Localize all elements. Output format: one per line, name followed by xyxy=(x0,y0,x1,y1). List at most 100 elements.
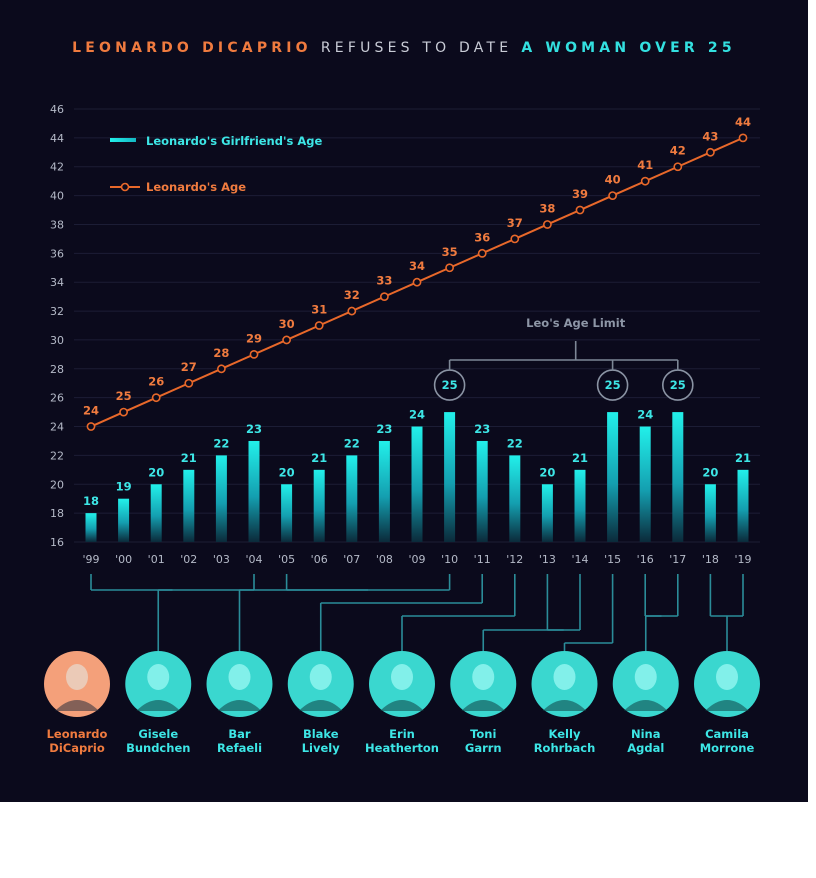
x-tick-label: '11 xyxy=(474,553,491,566)
bar xyxy=(737,469,749,542)
bar xyxy=(607,412,619,542)
x-tick-label: '10 xyxy=(441,553,458,566)
leo-age-point xyxy=(477,248,487,258)
person-name-line: Leonardo xyxy=(47,727,108,741)
bar-value-label: 20 xyxy=(702,465,718,479)
y-tick-label: 34 xyxy=(50,276,64,289)
y-tick-label: 44 xyxy=(50,132,64,145)
leo-age-point xyxy=(510,234,520,244)
age-chart: 16 18 20 22 24 26 28 30 32 34 36 38 40 42 44 46 Leonard… xyxy=(44,103,760,755)
bar-value-label: 22 xyxy=(213,436,229,450)
bars-series: 18 19 20 21 22 23 20 21 22 23 24 25 23 22 20 21 25 24 25 20… xyxy=(83,369,751,542)
person-name-line: Bar xyxy=(228,727,251,741)
bar xyxy=(313,469,325,542)
leo-age-label: 27 xyxy=(181,360,197,374)
bar xyxy=(704,484,716,542)
avatar-shoulders xyxy=(542,700,587,711)
avatar-shoulders xyxy=(55,700,99,711)
leo-age-label: 26 xyxy=(148,375,164,389)
avatar-face xyxy=(716,664,738,690)
bar xyxy=(509,455,521,542)
person-name-line: Lively xyxy=(302,741,341,755)
bar xyxy=(248,440,260,542)
leo-age-label: 28 xyxy=(213,346,229,360)
age-limit-annotation: Leo's Age Limit xyxy=(448,316,679,371)
y-tick-label: 42 xyxy=(50,161,64,174)
title-part-gray: REFUSES TO DATE xyxy=(320,40,513,56)
leo-age-label: 30 xyxy=(279,317,295,331)
age-limit-label: Leo's Age Limit xyxy=(526,316,626,330)
leo-age-point xyxy=(412,277,422,287)
x-tick-label: '03 xyxy=(213,553,230,566)
avatar-shoulders xyxy=(217,700,262,711)
leo-age-label: 33 xyxy=(376,274,392,288)
bar xyxy=(639,426,651,542)
person-name-line: Camila xyxy=(705,727,749,741)
y-tick-label: 28 xyxy=(50,363,64,376)
x-tick-label: '16 xyxy=(637,553,654,566)
legend-line-label: Leonardo's Age xyxy=(146,180,246,194)
x-tick-label: '09 xyxy=(408,553,425,566)
x-tick-label: '15 xyxy=(604,553,621,566)
bar-value-label: 20 xyxy=(539,465,555,479)
leo-age-label: 31 xyxy=(311,303,327,317)
y-tick-label: 36 xyxy=(50,247,64,260)
y-tick-label: 30 xyxy=(50,334,64,347)
leo-age-label: 35 xyxy=(442,245,458,259)
leo-age-label: 41 xyxy=(637,158,653,172)
person-name-line: Nina xyxy=(631,727,661,741)
leo-age-point xyxy=(379,292,389,302)
y-tick-label: 24 xyxy=(50,421,64,434)
leo-age-point xyxy=(738,133,748,143)
avatar-face xyxy=(472,664,495,690)
leo-age-label: 34 xyxy=(409,259,425,273)
avatar-face xyxy=(309,664,332,690)
leo-age-point xyxy=(119,407,128,417)
person-name-line: Gisele xyxy=(138,727,178,741)
avatar-face xyxy=(391,664,413,690)
y-tick-label: 22 xyxy=(50,449,64,462)
leo-age-point xyxy=(184,378,194,388)
bar xyxy=(150,484,162,542)
leo-age-point xyxy=(314,321,324,330)
x-tick-label: '17 xyxy=(669,553,686,566)
avatar-shoulders xyxy=(136,700,181,711)
x-tick-label: '18 xyxy=(702,553,719,566)
leo-age-label: 32 xyxy=(344,288,360,302)
leo-age-point xyxy=(608,191,617,200)
leo-age-label: 25 xyxy=(116,389,132,403)
x-tick-label: '06 xyxy=(311,553,328,566)
x-axis: '99 '00 '01 '02 '03 '04 '05 '06 '07 '08 '09 '10 '11 '… xyxy=(82,553,751,566)
leo-age-label: 24 xyxy=(83,404,99,418)
bar-value-label: 25 xyxy=(670,378,686,392)
bar-value-label: 21 xyxy=(735,451,751,465)
x-tick-label: '19 xyxy=(734,553,751,566)
bar-value-label: 25 xyxy=(442,378,458,392)
y-tick-label: 38 xyxy=(50,218,64,231)
person-name-line: DiCaprio xyxy=(49,741,105,755)
bar xyxy=(118,498,130,542)
person-name-line: Agdal xyxy=(627,741,664,755)
y-axis: 16 18 20 22 24 26 28 30 32 34 36 38 40 42 44 46 xyxy=(50,103,64,549)
person-name-line: Erin xyxy=(389,727,415,741)
leo-age-label: 43 xyxy=(702,129,718,143)
y-tick-label: 20 xyxy=(50,478,64,491)
page-title: LEONARDO DICAPRIO REFUSES TO DATE A WOMA… xyxy=(0,40,808,56)
person-name-line: Bundchen xyxy=(126,741,190,755)
avatar-shoulders xyxy=(623,700,668,711)
leo-age-point xyxy=(543,220,552,229)
person-name-line: Refaeli xyxy=(217,741,262,755)
avatar-shoulders xyxy=(298,700,343,711)
bar-value-label: 22 xyxy=(344,436,360,450)
avatar-shoulders xyxy=(461,700,506,711)
leo-age-label: 39 xyxy=(572,187,588,201)
y-tick-label: 26 xyxy=(50,392,64,405)
bar-value-label: 25 xyxy=(605,378,621,392)
leo-age-point xyxy=(673,162,683,172)
bar xyxy=(215,455,227,542)
person-name-line: Kelly xyxy=(549,727,581,741)
person-name-line: Morrone xyxy=(700,741,755,755)
avatar-shoulders xyxy=(380,700,424,711)
x-tick-label: '02 xyxy=(180,553,197,566)
bar-value-label: 20 xyxy=(148,465,164,479)
